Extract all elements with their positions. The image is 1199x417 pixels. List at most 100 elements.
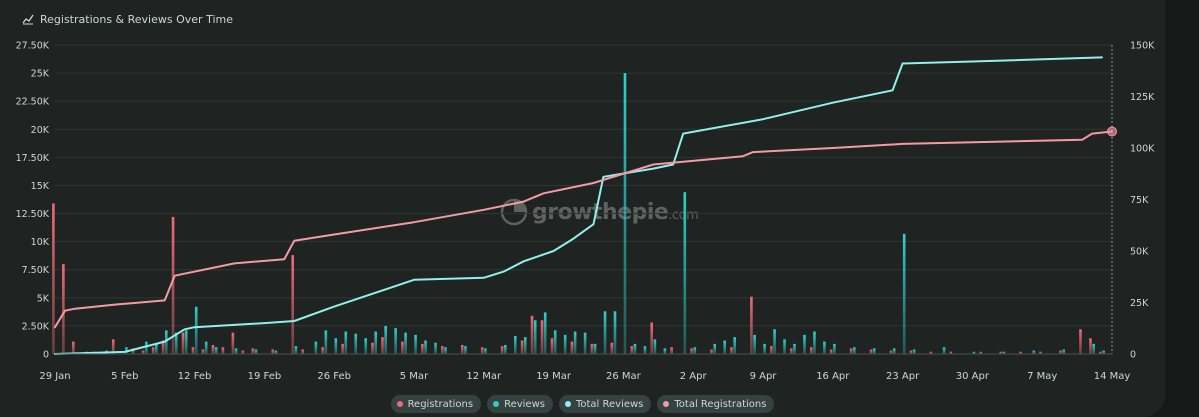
y-left-tick-label: 2.50K [22,321,50,332]
y-left-tick-label: 17.50K [16,153,50,164]
watermark-logo: growthepie.com [500,198,699,226]
reviews-bar [853,347,856,354]
total-reviews-line [54,56,1103,355]
reviews-bar [892,348,896,354]
x-tick-label: 5 Mar [400,371,429,382]
legend-item-registrations[interactable]: Registrations [390,395,482,413]
reviews-bar [314,341,318,354]
registrations-bar [610,342,614,354]
reviews-bar [783,339,786,354]
reviews-bar [733,337,736,354]
registrations-bar [979,351,983,354]
y-right-tick-label: 100K [1130,144,1155,155]
x-tick-label: 16 Apr [816,371,850,382]
registrations-bar [440,346,444,354]
reviews-bar [1032,350,1036,354]
reviews-bar [184,330,188,354]
registrations-bar [730,347,733,354]
x-tick-label: 2 Apr [680,371,708,382]
reviews-bar [663,348,667,354]
x-tick-label: 12 Feb [178,371,212,382]
reviews-bar [553,330,557,354]
registrations-bar [271,349,275,354]
reviews-bar [683,192,687,354]
registrations-bar [191,347,195,354]
registrations-bar [1079,329,1082,354]
y-right-tick-label: 150K [1130,41,1155,52]
registrations-bar [690,348,693,354]
chart-svg: 0 2.50K 5K 7.50K 10K 12.50K 15K 17.50K 20K 22.50K… [16,41,1156,383]
x-tick-label: 9 Apr [750,371,778,382]
y-left-tick-label: 15K [31,181,50,192]
reviews-bar [145,341,148,354]
registrations-bar [291,255,295,354]
y-right-tick-label: 0 [1130,350,1136,361]
reviews-bar [394,328,397,354]
x-tick-label: 7 May [1027,371,1057,382]
reviews-bar [643,346,647,354]
legend-label: Total Reviews [575,398,644,410]
registrations-bar [570,341,574,354]
registrations-bar [790,348,793,354]
reviews-bar [174,332,178,354]
registrations-bar [460,345,464,354]
reviews-bar [334,338,338,354]
registrations-bar [1089,338,1092,354]
reviews-bar [484,348,487,354]
registrations-bar [889,350,893,354]
registrations-bar [111,339,115,354]
reviews-bar [424,340,427,354]
y-left-tick-label: 12.50K [16,209,50,220]
y-right-tick-label: 125K [1130,92,1155,103]
registrations-bar [151,347,155,354]
reviews-bar [753,334,756,354]
legend-item-total-registrations[interactable]: Total Registrations [657,395,775,413]
registrations-bar [301,349,304,354]
registrations-bar [829,349,833,354]
registrations-bar [52,203,55,354]
y-left-tick-label: 7.50K [22,265,50,276]
reviews-bar [1102,350,1105,354]
x-tick-label: 26 Mar [606,371,642,382]
reviews-bar [833,343,836,354]
reviews-bar [763,343,766,354]
registrations-bar [161,340,165,354]
reviews-bar [214,347,218,354]
y-left-tick-label: 25K [31,69,50,80]
reviews-bar [364,338,368,354]
legend-dot-registrations [396,401,403,407]
reviews-bar [164,330,168,354]
watermark-text: growthepie.com [532,199,699,225]
y-right-tick-label: 75K [1130,195,1149,206]
legend-dot-total-reviews [564,401,571,407]
reviews-bar [354,333,358,354]
reviews-bar [823,341,826,354]
y-left-tick-label: 20K [31,125,50,136]
registrations-bar [381,337,384,354]
registrations-bar [211,345,215,354]
legend-label: Total Registrations [674,398,767,410]
reviews-bar [404,332,407,354]
legend-item-reviews[interactable]: Reviews [487,395,553,413]
y-left-tick-label: 27.50K [16,41,50,52]
reviews-bar [583,332,587,354]
reviews-bar [504,345,507,354]
x-tick-label: 23 Apr [886,371,920,382]
registrations-bar [630,346,634,354]
registrations-bar [1039,351,1042,354]
registrations-bar [131,348,135,354]
y-left-tick-label: 22.50K [16,97,50,108]
registrations-bar [181,332,185,354]
reviews-bar [573,331,577,354]
x-tick-label: 12 Mar [466,371,502,382]
registrations-bar [650,322,654,354]
registrations-bar [710,349,713,354]
registrations-bar [540,320,544,354]
reviews-bar [1002,351,1006,354]
reviews-bar [623,73,627,354]
legend-label: Reviews [504,398,545,410]
legend-item-total-reviews[interactable]: Total Reviews [558,395,652,413]
registrations-bar [421,343,424,354]
registrations-bar [1099,351,1102,354]
reviews-bar [713,343,717,354]
